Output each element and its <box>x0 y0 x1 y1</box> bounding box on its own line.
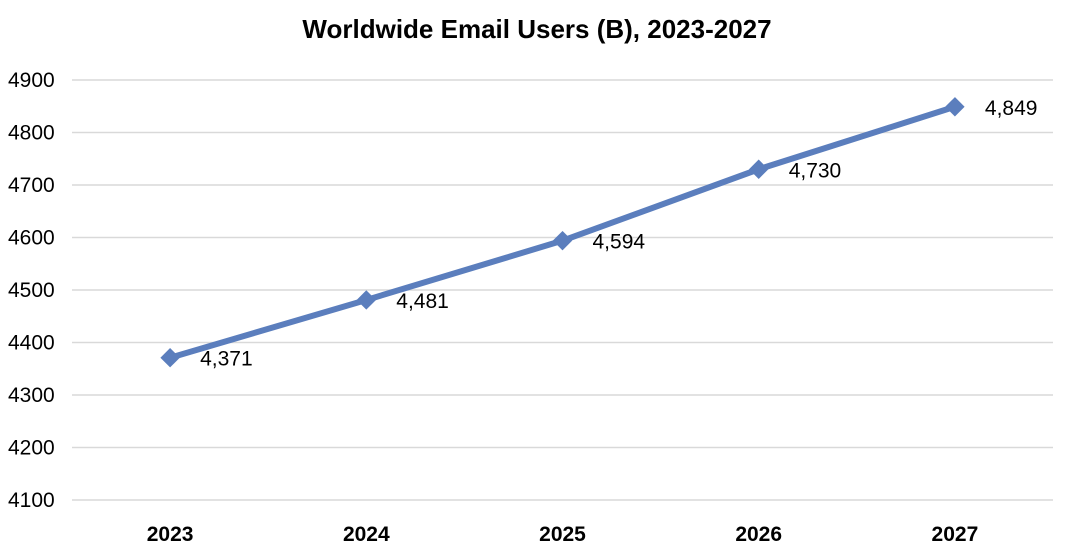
series-markers <box>160 97 965 368</box>
data-label: 4,849 <box>985 97 1038 120</box>
data-point-marker <box>160 348 180 368</box>
chart-title: Worldwide Email Users (B), 2023-2027 <box>302 14 771 44</box>
y-tick-label: 4100 <box>8 489 55 512</box>
y-tick-label: 4300 <box>8 384 55 407</box>
gridlines <box>72 79 1053 501</box>
data-label: 4,481 <box>396 290 449 313</box>
x-axis-tick-labels: 2023 2024 2025 2026 2027 <box>147 523 979 546</box>
data-point-marker <box>356 290 377 310</box>
y-axis-tick-labels: 4100 4200 4300 4400 4500 4600 4700 4800 4900 <box>8 69 55 512</box>
data-point-marker <box>748 159 769 179</box>
y-tick-label: 4700 <box>8 174 55 197</box>
data-point-marker <box>945 97 965 117</box>
data-label: 4,594 <box>593 231 646 254</box>
y-tick-label: 4500 <box>8 279 55 302</box>
x-tick-label: 2027 <box>932 523 979 546</box>
x-tick-label: 2026 <box>735 523 782 546</box>
y-tick-label: 4600 <box>8 227 55 250</box>
y-tick-label: 4900 <box>8 69 55 92</box>
data-point-marker <box>552 230 573 251</box>
data-label: 4,371 <box>200 348 253 371</box>
x-tick-label: 2023 <box>147 523 194 546</box>
data-label: 4,730 <box>789 159 842 182</box>
y-tick-label: 4200 <box>8 437 55 460</box>
data-labels: 4,371 4,481 4,594 4,730 4,849 <box>200 97 1037 371</box>
y-tick-label: 4400 <box>8 332 55 355</box>
x-tick-label: 2025 <box>539 523 586 546</box>
y-tick-label: 4800 <box>8 122 55 145</box>
x-tick-label: 2024 <box>343 523 390 546</box>
